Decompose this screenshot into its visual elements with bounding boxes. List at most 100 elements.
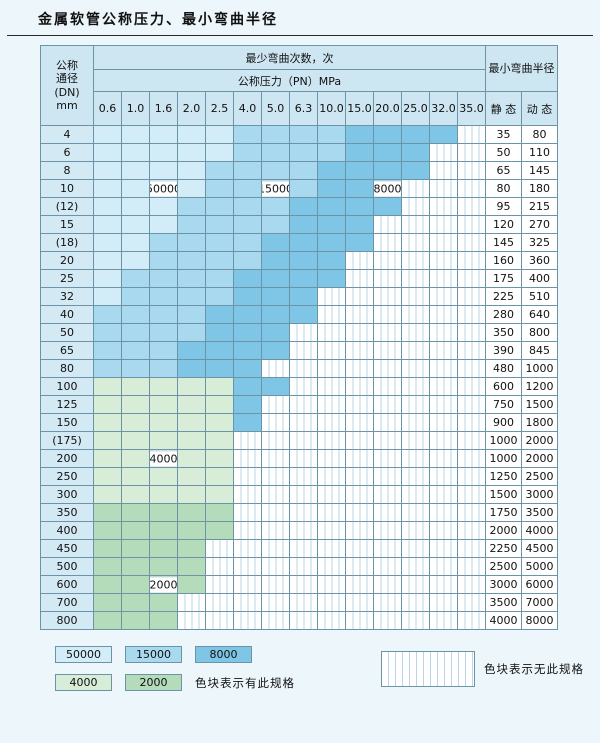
spec-cell-g1 bbox=[121, 449, 150, 468]
spec-cell-g1 bbox=[121, 395, 150, 414]
spec-cell-g1 bbox=[149, 467, 178, 486]
spec-cell-b1 bbox=[93, 179, 122, 198]
no-spec-cell bbox=[317, 341, 346, 360]
dynamic-radius-cell: 1200 bbox=[521, 377, 558, 396]
table-row: (175) 1000 2000 bbox=[40, 431, 558, 450]
spec-cell-b3 bbox=[205, 341, 234, 360]
spec-cell-g1 bbox=[149, 431, 178, 450]
dn-cell: 500 bbox=[40, 557, 94, 576]
no-spec-cell bbox=[289, 395, 318, 414]
spec-cell-b2 bbox=[289, 161, 318, 180]
no-spec-cell bbox=[373, 215, 402, 234]
dn-header-line: mm bbox=[56, 98, 78, 112]
spec-cell-b1 bbox=[149, 197, 178, 216]
static-radius-cell: 160 bbox=[485, 251, 522, 270]
dn-cell: 200 bbox=[40, 449, 94, 468]
spec-cell-g2 bbox=[93, 611, 122, 630]
spec-cell-b1 bbox=[93, 143, 122, 162]
spec-cell-g2 bbox=[121, 521, 150, 540]
spec-cell-b2 bbox=[177, 269, 206, 288]
pressure-col-header: 4.0 bbox=[233, 91, 262, 126]
spec-cell-g2 bbox=[205, 503, 234, 522]
no-spec-cell bbox=[345, 449, 374, 468]
no-spec-cell bbox=[373, 359, 402, 378]
spec-cell-b2 bbox=[177, 287, 206, 306]
no-spec-cell bbox=[457, 449, 486, 468]
no-spec-cell bbox=[457, 251, 486, 270]
static-header: 静 态 bbox=[485, 91, 522, 126]
dn-cell: 6 bbox=[40, 143, 94, 162]
spec-cell-b2 bbox=[205, 287, 234, 306]
no-spec-cell bbox=[429, 575, 458, 594]
no-spec-cell bbox=[429, 539, 458, 558]
no-spec-cell bbox=[401, 359, 430, 378]
spec-cell-b2 bbox=[121, 269, 150, 288]
no-spec-cell bbox=[289, 467, 318, 486]
no-spec-cell bbox=[401, 341, 430, 360]
spec-cell-g2 bbox=[93, 503, 122, 522]
spec-cell-b2 bbox=[177, 233, 206, 252]
spec-cell-g2 bbox=[205, 521, 234, 540]
no-spec-cell bbox=[457, 233, 486, 252]
no-spec-cell bbox=[401, 269, 430, 288]
no-spec-cell bbox=[205, 575, 234, 594]
no-spec-cell bbox=[317, 323, 346, 342]
no-spec-cell bbox=[261, 557, 290, 576]
spec-cell-b3 bbox=[317, 215, 346, 234]
dn-cell: 4 bbox=[40, 125, 94, 144]
spec-cell-g1: 4000 bbox=[149, 449, 178, 468]
no-spec-swatch bbox=[381, 651, 475, 687]
no-spec-cell bbox=[233, 575, 262, 594]
spec-cell-g1 bbox=[205, 413, 234, 432]
table-row: 150 900 1800 bbox=[40, 413, 558, 432]
spec-cell-b2 bbox=[121, 359, 150, 378]
no-spec-cell bbox=[373, 431, 402, 450]
dynamic-radius-cell: 800 bbox=[521, 323, 558, 342]
static-radius-cell: 1750 bbox=[485, 503, 522, 522]
spec-cell-g1 bbox=[205, 377, 234, 396]
no-spec-cell bbox=[317, 593, 346, 612]
spec-cell-g2 bbox=[93, 557, 122, 576]
spec-cell-b3 bbox=[233, 287, 262, 306]
no-spec-cell bbox=[289, 521, 318, 540]
spec-cell-b2 bbox=[261, 197, 290, 216]
spec-cell-b2 bbox=[289, 179, 318, 198]
spec-cell-g2 bbox=[149, 611, 178, 630]
dn-cell: 400 bbox=[40, 521, 94, 540]
dynamic-radius-cell: 110 bbox=[521, 143, 558, 162]
no-spec-cell bbox=[317, 503, 346, 522]
no-spec-cell bbox=[345, 359, 374, 378]
dn-cell: 80 bbox=[40, 359, 94, 378]
no-spec-cell bbox=[457, 377, 486, 396]
no-spec-cell bbox=[373, 413, 402, 432]
static-radius-cell: 2500 bbox=[485, 557, 522, 576]
spec-cell-b2 bbox=[121, 323, 150, 342]
spec-cell-b3 bbox=[261, 233, 290, 252]
no-spec-cell bbox=[289, 377, 318, 396]
legend: 50000 15000 8000 4000 2000 色块表示有此规格 色块表示无此规格 bbox=[55, 646, 600, 691]
no-spec-cell bbox=[233, 449, 262, 468]
spec-cell-g2 bbox=[177, 503, 206, 522]
no-spec-cell bbox=[401, 539, 430, 558]
no-spec-cell bbox=[345, 431, 374, 450]
title-rule bbox=[7, 35, 593, 36]
spec-cell-b1 bbox=[121, 179, 150, 198]
table-row: (12) 95 215 bbox=[40, 197, 558, 216]
no-spec-cell bbox=[261, 431, 290, 450]
dynamic-radius-cell: 3500 bbox=[521, 503, 558, 522]
cycles-header: 最少弯曲次数，次 bbox=[93, 45, 486, 70]
no-spec-cell bbox=[401, 431, 430, 450]
page-title: 金属软管公称压力、最小弯曲半径 bbox=[38, 12, 278, 28]
spec-cell-b2 bbox=[233, 197, 262, 216]
spec-cell-b2 bbox=[233, 233, 262, 252]
no-spec-cell bbox=[373, 323, 402, 342]
spec-cell-b2 bbox=[121, 341, 150, 360]
spec-cell-b2 bbox=[149, 233, 178, 252]
no-spec-cell bbox=[457, 431, 486, 450]
no-spec-cell bbox=[429, 197, 458, 216]
spec-cell-b3 bbox=[233, 359, 262, 378]
no-spec-cell bbox=[261, 413, 290, 432]
no-spec-cell bbox=[317, 431, 346, 450]
no-spec-cell bbox=[345, 251, 374, 270]
no-spec-cell bbox=[317, 575, 346, 594]
